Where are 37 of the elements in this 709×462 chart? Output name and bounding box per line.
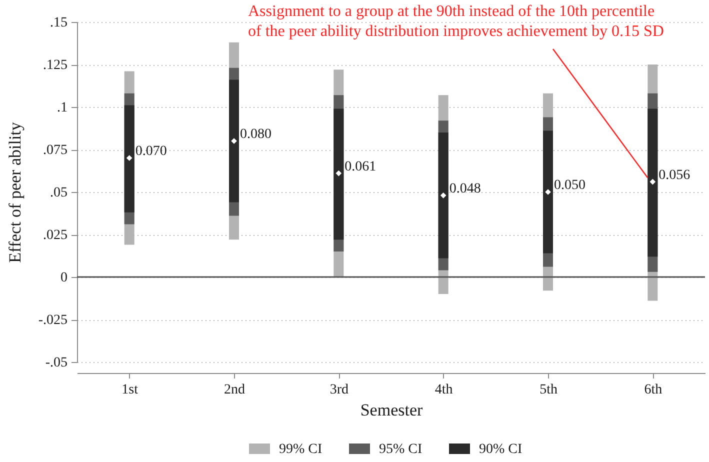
x-tick-label: 6th [644,382,662,398]
x-tick-label: 3rd [330,382,349,398]
point [440,192,446,198]
y-tick-label: .075 [43,143,68,158]
data-label: 0.056 [658,168,690,183]
bar [124,105,134,212]
data-label: 0.070 [135,144,167,159]
point [336,170,342,176]
x-tick-label: 1st [122,382,138,398]
bar [543,130,553,254]
annotation: Assignment to a group at the 90th instead of the 10th percentile of the peer ability distribution improves achievement by 0.15 SD [248,3,664,40]
x-tick-label: 5th [540,382,558,398]
y-tick-label: .05 [50,186,68,200]
x-tick-label: 2nd [224,382,245,398]
x-tick-label: 4th [434,382,453,398]
data-label: 0.080 [240,127,272,142]
data-label: 0.061 [344,159,376,174]
y-tick-label: -.025 [38,313,68,328]
legend-label: 99% CI [279,442,322,457]
y-tick-label: 0 [60,270,68,286]
bar [229,80,239,202]
legend-label: 90% CI [479,442,522,457]
y-axis-title: Effect of peer ability [5,122,24,263]
y-tick-label: .025 [43,228,68,243]
y-tick-label: .15 [50,16,68,30]
x-axis-title: Semester [360,400,423,420]
y-tick-label: -.05 [45,356,68,370]
data-label: 0.048 [449,181,481,196]
y-tick-label: .125 [43,58,68,73]
data-label: 0.050 [554,178,586,193]
point [126,155,132,161]
bar [438,132,448,258]
y-tick-label: .1 [57,100,68,116]
legend-label: 95% CI [379,442,422,457]
bar [648,108,658,257]
bar [334,108,344,240]
point [650,178,656,185]
